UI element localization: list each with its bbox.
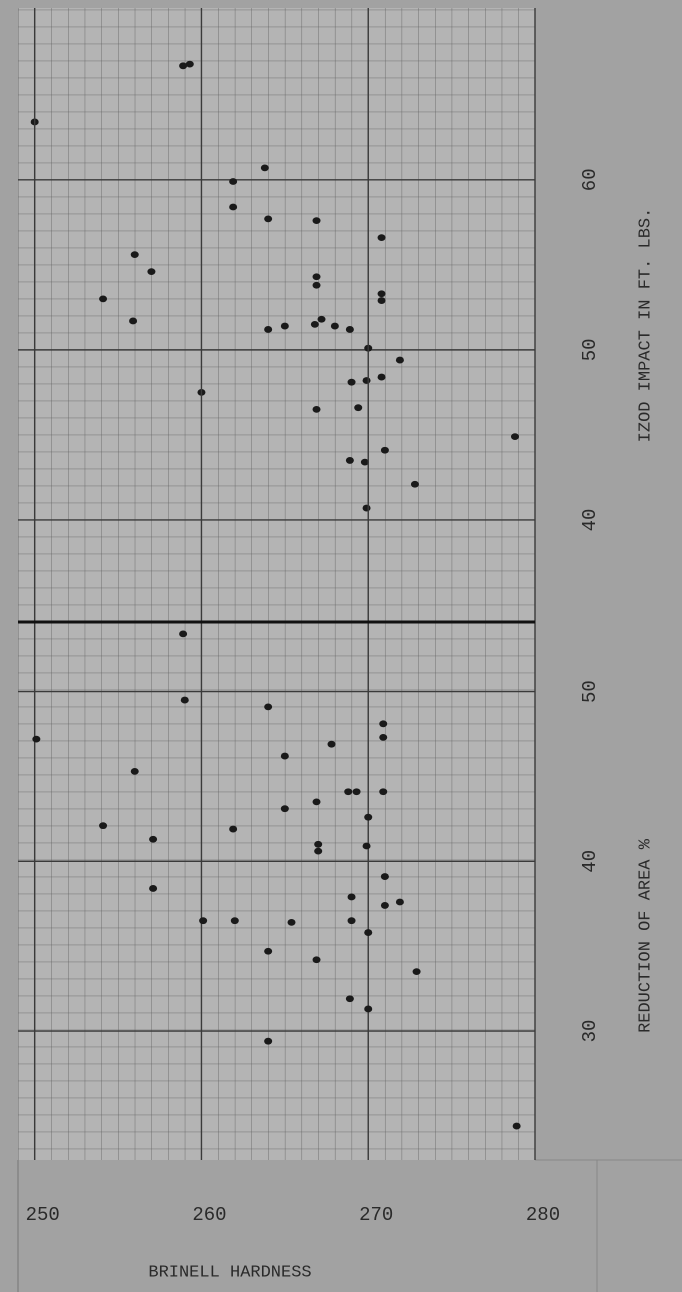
point bbox=[313, 273, 321, 280]
point bbox=[149, 885, 157, 892]
point bbox=[381, 873, 389, 880]
point bbox=[264, 948, 272, 955]
point bbox=[179, 630, 187, 637]
y-tick-label: 60 bbox=[579, 168, 601, 191]
point bbox=[346, 326, 354, 333]
point bbox=[314, 841, 322, 848]
point bbox=[318, 316, 326, 323]
y-tick-label: 40 bbox=[579, 509, 601, 532]
point bbox=[314, 848, 322, 855]
y-tick-label: 40 bbox=[579, 850, 601, 873]
point bbox=[381, 447, 389, 454]
point bbox=[346, 995, 354, 1002]
point bbox=[331, 323, 339, 330]
point bbox=[328, 741, 336, 748]
x-tick-label: 250 bbox=[26, 1204, 60, 1226]
point bbox=[264, 216, 272, 223]
point bbox=[378, 234, 386, 241]
point bbox=[313, 282, 321, 289]
point bbox=[311, 321, 319, 328]
point bbox=[346, 457, 354, 464]
y-tick-label: 50 bbox=[579, 338, 601, 361]
y-axis-title: REDUCTION OF AREA % bbox=[636, 838, 655, 1033]
point bbox=[264, 703, 272, 710]
point bbox=[231, 917, 239, 924]
point bbox=[229, 178, 237, 185]
point bbox=[379, 788, 387, 795]
point bbox=[348, 379, 356, 386]
x-tick-label: 280 bbox=[526, 1204, 560, 1226]
y-tick-label: 50 bbox=[579, 680, 601, 703]
point bbox=[363, 377, 371, 384]
y-tick-label: 30 bbox=[579, 1020, 601, 1043]
point bbox=[99, 295, 107, 302]
point bbox=[396, 899, 404, 906]
chart: 40 50 60 IZOD IMPACT IN FT. LBS. 30 40 50 250 26… bbox=[0, 0, 682, 1292]
point bbox=[264, 1038, 272, 1045]
point bbox=[229, 826, 237, 833]
point bbox=[147, 268, 155, 275]
point bbox=[313, 406, 321, 413]
point bbox=[149, 836, 157, 843]
point bbox=[378, 297, 386, 304]
point bbox=[378, 374, 386, 381]
point bbox=[99, 822, 107, 829]
point bbox=[229, 204, 237, 211]
point bbox=[363, 843, 371, 850]
point bbox=[511, 433, 519, 440]
x-axis-title: BRINELL HARDNESS bbox=[148, 1263, 311, 1282]
y-axis-title: IZOD IMPACT IN FT. LBS. bbox=[636, 208, 655, 443]
point bbox=[354, 404, 362, 411]
point bbox=[281, 753, 289, 760]
point bbox=[32, 736, 40, 743]
x-tick-label: 260 bbox=[192, 1204, 226, 1226]
point bbox=[364, 814, 372, 821]
point bbox=[181, 697, 189, 704]
point bbox=[411, 481, 419, 488]
point bbox=[379, 720, 387, 727]
point bbox=[186, 61, 194, 68]
point bbox=[281, 323, 289, 330]
point bbox=[381, 902, 389, 909]
point bbox=[281, 805, 289, 812]
point bbox=[364, 1006, 372, 1013]
point bbox=[396, 357, 404, 364]
point bbox=[348, 917, 356, 924]
point bbox=[513, 1123, 521, 1130]
point bbox=[313, 217, 321, 224]
point bbox=[363, 505, 371, 512]
point bbox=[378, 290, 386, 297]
point bbox=[353, 788, 361, 795]
point bbox=[379, 734, 387, 741]
point bbox=[288, 919, 296, 926]
point bbox=[344, 788, 352, 795]
point bbox=[348, 894, 356, 901]
point bbox=[261, 164, 269, 171]
point bbox=[199, 917, 207, 924]
point bbox=[264, 326, 272, 333]
point bbox=[364, 929, 372, 936]
point bbox=[313, 956, 321, 963]
point bbox=[131, 768, 139, 775]
minor-grid bbox=[18, 8, 535, 1160]
point bbox=[413, 968, 421, 975]
point bbox=[131, 251, 139, 258]
point bbox=[313, 798, 321, 805]
x-tick-label: 270 bbox=[359, 1204, 393, 1226]
point bbox=[129, 318, 137, 325]
